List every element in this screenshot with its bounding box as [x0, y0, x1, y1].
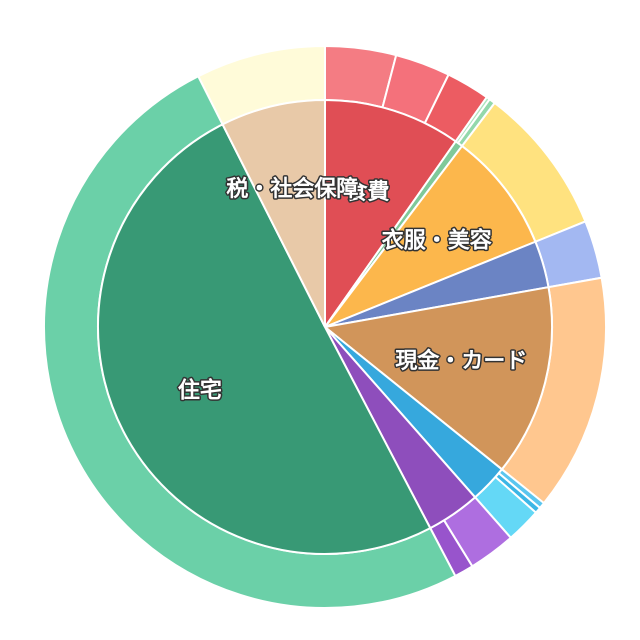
outer-ring: [43, 44, 607, 609]
slice-label-8: 税・社会保障: [226, 176, 358, 202]
inner-slice-8[interactable]: [221, 98, 326, 328]
slice-label-0: 食費: [345, 179, 389, 205]
slice-label-2: 衣服・美容: [382, 227, 492, 253]
inner-ring: [97, 98, 553, 556]
inner-slice-0[interactable]: [324, 98, 458, 331]
slice-label-4: 現金・カード: [395, 348, 527, 374]
slice-label-7: 住宅: [178, 377, 222, 403]
inner-slice-4[interactable]: [322, 286, 553, 471]
inner-slice-2[interactable]: [322, 144, 537, 330]
inner-slice-7[interactable]: [97, 123, 432, 556]
